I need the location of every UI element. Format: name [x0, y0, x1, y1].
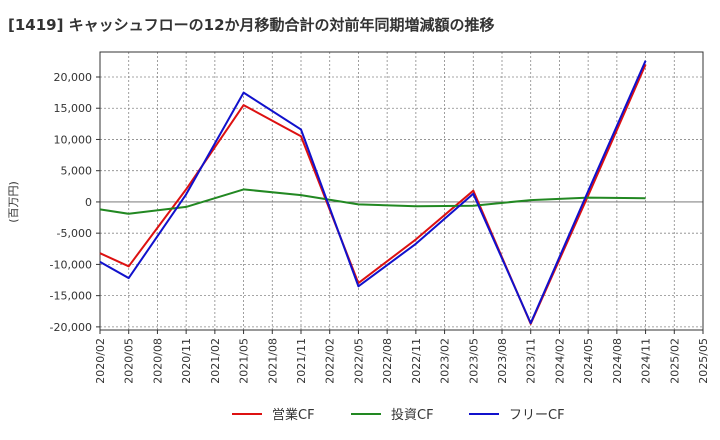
x-tick-label: 2021/02 [209, 338, 222, 384]
y-axis-label: (百万円) [7, 181, 20, 223]
x-tick-label: 2023/02 [439, 338, 452, 384]
legend: 営業CF 投資CF フリーCF [232, 407, 565, 423]
x-tick-label: 2024/05 [582, 338, 595, 384]
y-tick-label: 10,000 [54, 133, 93, 146]
x-tick-label: 2020/11 [180, 338, 193, 384]
series-line [99, 188, 646, 215]
x-tick-label: 2020/05 [123, 338, 136, 384]
y-tick-label: -10,000 [50, 258, 92, 271]
x-tick-label: 2024/11 [640, 338, 653, 384]
y-axis-ticks: -20,000 -15,000 -10,000 -5,000 0 5,000 10,000 1… [50, 71, 100, 334]
y-tick-label: -20,000 [50, 321, 92, 334]
x-tick-label: 2022/11 [410, 338, 423, 384]
y-tick-label: -5,000 [57, 227, 92, 240]
y-tick-label: 15,000 [54, 102, 93, 115]
plot-area [99, 51, 704, 331]
x-tick-label: 2022/08 [381, 338, 394, 384]
x-tick-label: 2024/08 [611, 338, 624, 384]
legend-label: 投資CF [391, 407, 434, 423]
y-tick-label: 20,000 [54, 71, 93, 84]
x-axis-ticks: 2020/02 2020/05 2020/08 2020/11 2021/02 2021/… [94, 330, 710, 384]
x-tick-label: 2021/11 [295, 338, 308, 384]
x-tick-label: 2021/08 [266, 338, 279, 384]
series-lines [99, 60, 647, 325]
chart-title: [1419] キャッシュフローの12か月移動合計の対前年同期増減額の推移 [8, 16, 495, 34]
y-tick-label: 0 [85, 196, 92, 209]
x-tick-label: 2024/02 [553, 338, 566, 384]
x-tick-label: 2022/05 [352, 338, 365, 384]
x-tick-label: 2023/11 [525, 338, 538, 384]
y-tick-label: 5,000 [61, 165, 93, 178]
x-tick-label: 2020/08 [151, 338, 164, 384]
legend-label: フリーCF [509, 408, 565, 423]
series-line [99, 60, 647, 325]
x-tick-label: 2025/02 [668, 338, 681, 384]
y-tick-label: -15,000 [50, 290, 92, 303]
x-tick-label: 2021/05 [238, 338, 251, 384]
series-line [99, 64, 647, 325]
x-tick-label: 2020/02 [94, 338, 107, 384]
legend-label: 営業CF [272, 407, 315, 423]
x-tick-label: 2022/02 [324, 338, 337, 384]
x-tick-label: 2023/05 [467, 338, 480, 384]
grid-lines [100, 52, 703, 330]
x-tick-label: 2023/08 [496, 338, 509, 384]
x-tick-label: 2025/05 [697, 338, 710, 384]
